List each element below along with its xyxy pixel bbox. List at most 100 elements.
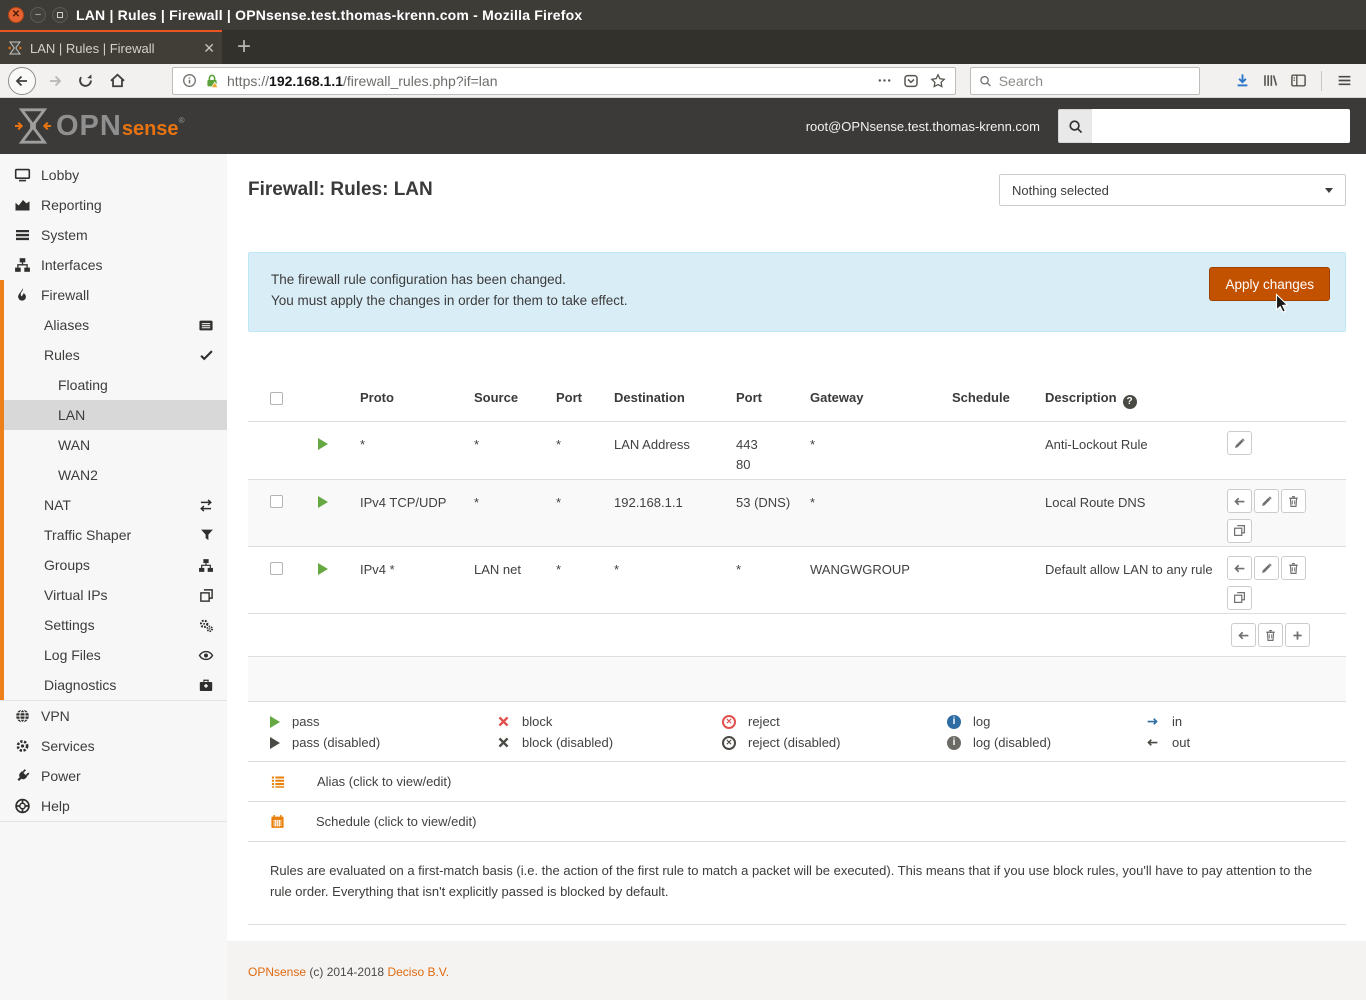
lock-warning-icon[interactable]	[204, 73, 220, 89]
cell-description: Local Route DNS	[1045, 495, 1146, 510]
opnsense-link[interactable]: OPNsense	[248, 965, 307, 979]
legend-reject: ✕ reject	[722, 711, 947, 732]
menu-hamburger-icon[interactable]	[1336, 72, 1353, 89]
page-info-icon[interactable]	[182, 73, 197, 88]
search-icon	[980, 75, 991, 87]
tab-close-icon[interactable]: ✕	[203, 40, 215, 56]
pass-icon	[318, 563, 328, 575]
row-checkbox[interactable]	[270, 495, 283, 508]
window-minimize-button[interactable]: –	[30, 7, 46, 23]
sidebar-item-wan[interactable]: WAN	[0, 430, 227, 460]
delete-rule-button[interactable]	[1281, 489, 1306, 513]
clone-rule-button[interactable]	[1227, 518, 1252, 543]
forward-button[interactable]	[44, 73, 66, 89]
sidebar-item-settings[interactable]: Settings	[0, 610, 227, 640]
sitemap-icon	[13, 257, 31, 273]
sidebar-item-rules[interactable]: Rules	[0, 340, 227, 370]
arrow-left-icon	[1238, 631, 1249, 639]
arrow-left-icon	[1234, 564, 1245, 572]
sidebar-item-floating[interactable]: Floating	[0, 370, 227, 400]
sidebar-item-nat[interactable]: NAT	[0, 490, 227, 520]
window-close-button[interactable]: ✕	[8, 7, 24, 23]
move-selected-button[interactable]	[1231, 623, 1256, 647]
edit-rule-button[interactable]	[1254, 489, 1279, 513]
interface-select[interactable]: Nothing selected	[999, 174, 1346, 206]
url-scheme: https://	[227, 72, 270, 89]
calendar-icon	[270, 814, 285, 829]
sidebar-toggle-icon[interactable]	[1290, 72, 1307, 89]
col-source: Source	[474, 390, 519, 405]
page-title: Firewall: Rules: LAN	[248, 179, 433, 200]
url-bar[interactable]: https://192.168.1.1/firewall_rules.php?i…	[172, 66, 956, 95]
new-tab-button[interactable]: +	[236, 33, 251, 60]
sidebar-item-traffic-shaper[interactable]: Traffic Shaper	[0, 520, 227, 550]
sidebar-item-lan[interactable]: LAN	[0, 400, 227, 430]
rules-table: Proto Source Port Destination Port Gatew…	[248, 372, 1346, 925]
sidebar-item-label: Virtual IPs	[44, 587, 108, 603]
window-controls: ✕ –	[8, 7, 68, 23]
browser-search-input[interactable]	[998, 72, 1191, 89]
sidebar-item-services[interactable]: Services	[0, 731, 227, 761]
cell-proto: IPv4 *	[360, 562, 395, 577]
window-maximize-button[interactable]	[52, 7, 68, 23]
sidebar-item-system[interactable]: System	[0, 220, 227, 250]
delete-rule-button[interactable]	[1281, 556, 1306, 580]
sidebar-item-firewall[interactable]: Firewall	[0, 280, 227, 310]
add-rule-button[interactable]	[1285, 623, 1310, 647]
browser-tab[interactable]: LAN | Rules | Firewall ✕	[0, 30, 222, 64]
sidebar-item-diagnostics[interactable]: Diagnostics	[0, 670, 227, 700]
browser-search-box[interactable]	[970, 66, 1200, 95]
gears-icon	[198, 618, 214, 633]
hourglass-logo-icon	[14, 108, 52, 144]
move-rule-button[interactable]	[1227, 489, 1252, 513]
pencil-icon	[1235, 437, 1245, 448]
sidebar-item-lobby[interactable]: Lobby	[0, 160, 227, 190]
page-actions-icon[interactable]	[877, 73, 892, 88]
sidebar-item-aliases[interactable]: Aliases	[0, 310, 227, 340]
sidebar-item-groups[interactable]: Groups	[0, 550, 227, 580]
reload-button[interactable]	[74, 72, 96, 89]
alert-line2: You must apply the changes in order for …	[271, 293, 628, 308]
clone-rule-button[interactable]	[1227, 585, 1252, 610]
sidebar-item-vpn[interactable]: VPN	[0, 701, 227, 731]
pocket-icon[interactable]	[903, 73, 919, 89]
library-icon[interactable]	[1262, 72, 1279, 89]
downloads-icon[interactable]	[1234, 72, 1251, 89]
apply-changes-button[interactable]: Apply changes	[1209, 267, 1330, 301]
back-button[interactable]	[8, 66, 36, 95]
cell-source: *	[474, 437, 480, 452]
interface-select-value: Nothing selected	[1012, 182, 1109, 198]
sidebar-item-interfaces[interactable]: Interfaces	[0, 250, 227, 280]
cell-destination: LAN Address	[614, 437, 690, 452]
legend-in: in	[1145, 711, 1346, 732]
forward-arrow-icon	[50, 75, 62, 86]
app-search-button[interactable]	[1058, 109, 1092, 143]
col-actions	[1225, 372, 1346, 421]
sidebar-item-virtual-ips[interactable]: Virtual IPs	[0, 580, 227, 610]
sidebar-item-power[interactable]: Power	[0, 761, 227, 791]
select-all-checkbox[interactable]	[270, 392, 283, 405]
legend-pass-disabled: pass (disabled)	[270, 732, 497, 753]
bookmark-star-icon[interactable]	[930, 72, 946, 89]
edit-rule-button[interactable]	[1227, 431, 1252, 455]
help-icon[interactable]: ?	[1122, 394, 1137, 409]
opnsense-logo[interactable]: OPN sense ®	[14, 106, 184, 146]
row-checkbox[interactable]	[270, 562, 283, 575]
sidebar-item-label: Reporting	[41, 197, 102, 213]
sidebar-item-wan2[interactable]: WAN2	[0, 460, 227, 490]
sidebar-item-reporting[interactable]: Reporting	[0, 190, 227, 220]
deciso-link[interactable]: Deciso B.V.	[387, 965, 450, 979]
col-schedule: Schedule	[952, 390, 1010, 405]
app-search-input[interactable]	[1092, 109, 1350, 143]
sidebar-item-log-files[interactable]: Log Files	[0, 640, 227, 670]
delete-selected-button[interactable]	[1258, 623, 1283, 647]
sidebar-item-help[interactable]: Help	[0, 791, 227, 821]
plus-icon	[1293, 630, 1302, 640]
copyright-text: (c) 2014-2018	[309, 965, 385, 979]
move-rule-button[interactable]	[1227, 556, 1252, 580]
edit-rule-button[interactable]	[1254, 556, 1279, 580]
cell-schedule	[944, 480, 1037, 546]
home-button[interactable]	[106, 72, 128, 89]
sidebar-item-label: NAT	[44, 497, 71, 513]
